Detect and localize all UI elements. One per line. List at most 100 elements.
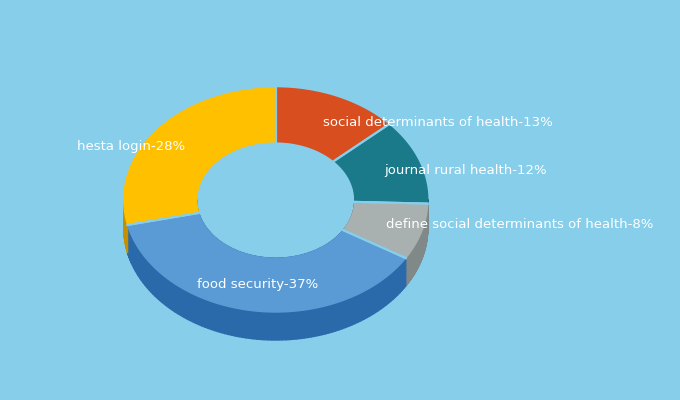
Polygon shape	[133, 238, 134, 268]
Polygon shape	[301, 255, 303, 283]
Polygon shape	[241, 252, 242, 281]
Polygon shape	[322, 306, 325, 335]
Polygon shape	[367, 288, 370, 318]
Polygon shape	[233, 249, 234, 278]
Polygon shape	[320, 248, 322, 276]
Polygon shape	[234, 250, 236, 278]
Polygon shape	[277, 258, 279, 286]
Polygon shape	[297, 310, 301, 339]
Polygon shape	[208, 300, 211, 330]
Polygon shape	[242, 253, 244, 281]
Polygon shape	[309, 252, 310, 281]
Polygon shape	[300, 255, 301, 284]
Polygon shape	[190, 292, 192, 322]
Polygon shape	[262, 257, 264, 286]
Polygon shape	[237, 251, 239, 280]
Polygon shape	[210, 232, 211, 261]
Polygon shape	[186, 291, 190, 320]
Polygon shape	[202, 298, 205, 327]
Polygon shape	[181, 288, 184, 317]
Polygon shape	[131, 235, 133, 266]
Polygon shape	[204, 225, 205, 254]
Polygon shape	[271, 258, 273, 286]
Polygon shape	[216, 238, 217, 267]
Polygon shape	[203, 224, 204, 253]
Polygon shape	[225, 306, 228, 334]
Polygon shape	[149, 262, 151, 292]
Polygon shape	[202, 221, 203, 250]
Text: journal rural health-12%: journal rural health-12%	[384, 164, 547, 177]
Polygon shape	[208, 230, 209, 259]
Polygon shape	[352, 296, 355, 325]
Polygon shape	[192, 294, 196, 323]
Polygon shape	[335, 125, 428, 204]
Polygon shape	[266, 258, 268, 286]
Polygon shape	[248, 254, 250, 283]
Polygon shape	[270, 258, 271, 286]
Polygon shape	[341, 231, 342, 260]
Polygon shape	[276, 88, 388, 161]
Polygon shape	[364, 290, 367, 319]
Polygon shape	[235, 308, 239, 337]
Polygon shape	[337, 236, 338, 265]
Polygon shape	[386, 275, 388, 305]
Polygon shape	[228, 306, 232, 335]
Polygon shape	[239, 252, 241, 280]
Polygon shape	[290, 257, 292, 285]
Polygon shape	[251, 255, 253, 284]
Polygon shape	[214, 237, 216, 266]
Polygon shape	[264, 258, 266, 286]
Polygon shape	[373, 285, 375, 314]
Polygon shape	[158, 270, 160, 300]
Polygon shape	[246, 254, 248, 282]
Polygon shape	[283, 258, 285, 286]
Polygon shape	[141, 252, 143, 283]
Polygon shape	[292, 257, 294, 285]
Polygon shape	[222, 243, 224, 272]
Polygon shape	[275, 312, 279, 340]
Polygon shape	[211, 302, 215, 331]
Polygon shape	[305, 254, 307, 282]
Polygon shape	[260, 257, 262, 285]
Polygon shape	[358, 293, 361, 322]
Polygon shape	[313, 250, 316, 279]
Polygon shape	[129, 230, 131, 261]
Polygon shape	[323, 246, 324, 275]
Polygon shape	[303, 254, 305, 283]
Polygon shape	[175, 284, 178, 314]
Polygon shape	[315, 308, 318, 336]
Polygon shape	[398, 265, 400, 295]
Polygon shape	[258, 257, 260, 285]
Polygon shape	[279, 312, 282, 340]
Polygon shape	[212, 234, 213, 264]
Polygon shape	[288, 257, 290, 286]
Polygon shape	[205, 299, 208, 328]
Polygon shape	[294, 256, 296, 285]
Polygon shape	[271, 312, 275, 340]
Polygon shape	[184, 289, 186, 319]
Polygon shape	[343, 202, 428, 258]
Polygon shape	[281, 258, 283, 286]
Polygon shape	[342, 230, 343, 259]
Polygon shape	[293, 311, 297, 339]
Polygon shape	[338, 235, 339, 264]
Polygon shape	[257, 311, 260, 340]
Polygon shape	[226, 246, 228, 274]
Polygon shape	[260, 312, 264, 340]
Polygon shape	[318, 248, 320, 277]
Polygon shape	[239, 309, 243, 337]
Polygon shape	[232, 307, 235, 336]
Polygon shape	[209, 231, 210, 260]
Polygon shape	[307, 253, 309, 282]
Polygon shape	[322, 247, 323, 276]
Polygon shape	[316, 250, 317, 278]
Polygon shape	[135, 243, 137, 273]
Polygon shape	[224, 244, 225, 272]
Polygon shape	[375, 283, 378, 313]
Polygon shape	[228, 246, 229, 275]
Polygon shape	[340, 232, 341, 262]
Polygon shape	[246, 310, 250, 338]
Polygon shape	[205, 226, 206, 255]
Polygon shape	[378, 281, 381, 311]
Text: social determinants of health-13%: social determinants of health-13%	[322, 116, 552, 129]
